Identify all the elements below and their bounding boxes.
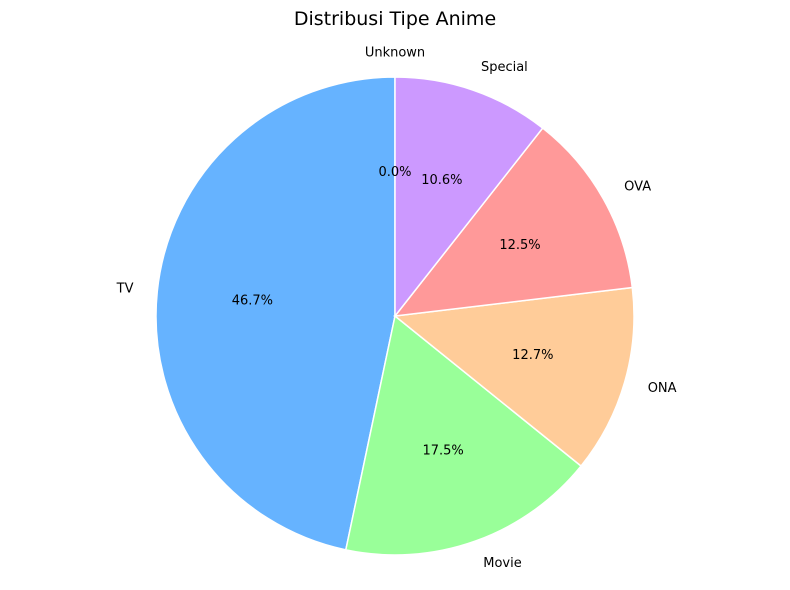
pie-slice-movie: [344, 314, 583, 556]
pct-label-special: 10.6%: [421, 173, 462, 188]
slice-label-tv: TV: [116, 281, 134, 296]
pie-slice-ova: [393, 127, 634, 317]
pie-slice-ona: [393, 286, 635, 468]
pie-slices: [155, 76, 635, 556]
slice-label-movie: Movie: [483, 556, 521, 571]
pie-labels: TV 46.7% Movie 17.5% ONA 12.7% OVA 12.5% Special…: [116, 46, 677, 572]
pct-label-ova: 12.5%: [499, 238, 540, 253]
slice-label-unknown: Unknown: [365, 46, 425, 61]
slice-label-special: Special: [481, 60, 528, 75]
pie-slice-tv: [155, 76, 396, 551]
pct-label-unknown: 0.0%: [378, 165, 411, 180]
slice-label-ova: OVA: [624, 180, 651, 195]
chart-title: Distribusi Tipe Anime: [294, 8, 496, 30]
pct-label-tv: 46.7%: [232, 294, 273, 309]
pct-label-ona: 12.7%: [512, 348, 553, 363]
pct-label-movie: 17.5%: [422, 444, 463, 459]
pie-slice-special: [394, 76, 544, 319]
slice-label-ona: ONA: [648, 381, 677, 396]
